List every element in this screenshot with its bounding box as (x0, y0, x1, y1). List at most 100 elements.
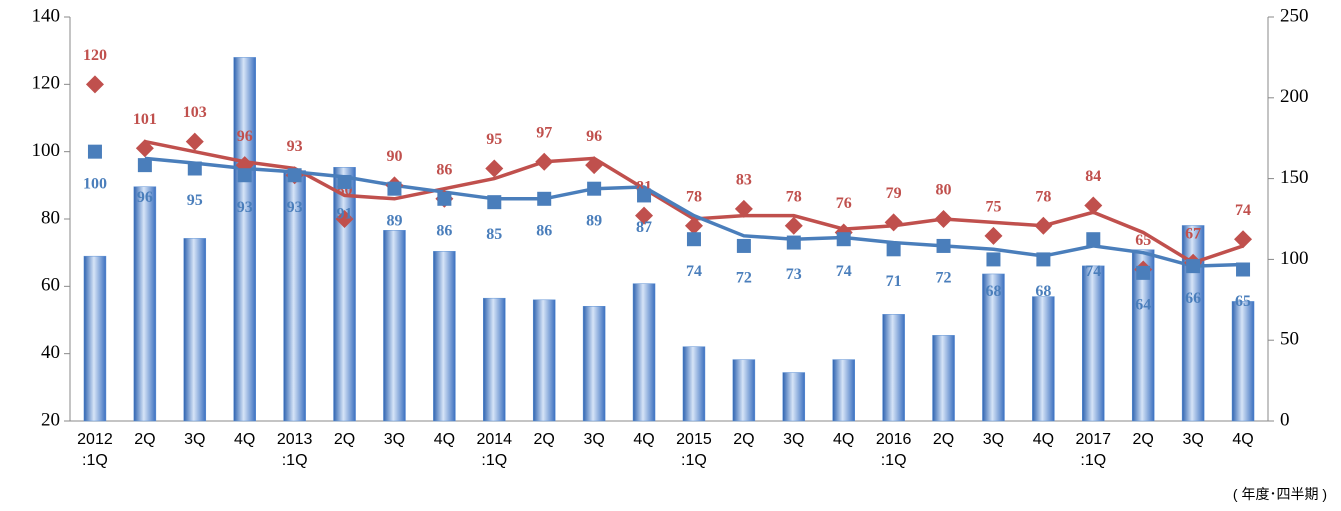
y-tick-label: 100 (32, 140, 61, 161)
x-tick-label: 2Q (333, 431, 356, 448)
x-tick-label: 4Q (633, 431, 655, 448)
value-label: 72 (936, 270, 952, 287)
y-tick-label: 80 (41, 207, 60, 228)
x-tick-label: 3Q (583, 431, 605, 448)
marker (934, 210, 953, 228)
y2-tick-label: 150 (1280, 167, 1309, 188)
x-tick-label: 2012 :1Q (77, 431, 113, 469)
value-label: 74 (836, 263, 852, 280)
line (144, 156, 1244, 268)
bar (982, 273, 1005, 422)
bar (632, 283, 656, 422)
marker (437, 191, 452, 206)
value-label: 120 (83, 47, 107, 64)
marker (736, 238, 751, 253)
bar (1181, 225, 1205, 422)
x-tick-label: 2016 :1Q (875, 431, 912, 469)
value-label: 74 (686, 263, 702, 280)
bar (1131, 249, 1155, 422)
value-label: 93 (287, 138, 303, 155)
x-tick-label: 3Q (1182, 431, 1204, 448)
y2-tick-label: 100 (1280, 248, 1309, 269)
bar (83, 255, 107, 422)
bar (782, 372, 806, 422)
marker (485, 159, 504, 178)
value-label: 91 (337, 206, 353, 223)
value-label: 67 (1185, 225, 1201, 242)
y-tick-label: 20 (41, 409, 60, 430)
marker (1236, 262, 1251, 277)
bar (133, 186, 157, 422)
bar (682, 346, 706, 422)
marker (984, 226, 1003, 245)
x-tick-label: 2017 :1Q (1075, 431, 1112, 469)
value-label: 87 (636, 219, 652, 236)
x-tick-label: 2Q (134, 431, 156, 448)
x-tick-label: 2Q (733, 431, 755, 448)
x-tick-label: 2015 :1Q (676, 431, 712, 469)
value-label: 65 (1135, 232, 1151, 249)
value-label: 90 (386, 148, 402, 165)
value-label: 103 (183, 104, 207, 121)
value-label: 84 (1085, 168, 1101, 185)
marker (585, 156, 604, 175)
y-tick-label: 140 (32, 5, 61, 26)
x-tick-label: 3Q (783, 431, 805, 448)
value-label: 72 (736, 270, 752, 287)
value-label: 97 (536, 124, 552, 141)
x-tick-label: 2Q (932, 431, 955, 448)
x-tick-label: 4Q (833, 431, 855, 448)
value-label: 80 (936, 182, 952, 199)
x-tick-label: 4Q (1232, 431, 1254, 448)
value-label: 78 (1035, 188, 1051, 205)
value-label: 96 (586, 128, 602, 145)
marker (635, 206, 654, 225)
bar (582, 306, 606, 422)
marker (1034, 216, 1053, 235)
value-label: 71 (886, 273, 902, 290)
value-label: 74 (1085, 263, 1101, 280)
value-label: 96 (237, 128, 253, 145)
value-label: 96 (137, 189, 153, 206)
bar (832, 359, 855, 422)
bar (532, 299, 556, 422)
y2-tick-label: 250 (1280, 5, 1309, 26)
marker (185, 132, 204, 151)
marker (1036, 252, 1051, 267)
value-label: 95 (187, 192, 203, 209)
bar (1032, 296, 1055, 422)
value-label: 68 (985, 283, 1001, 300)
bar (233, 57, 256, 422)
marker (335, 210, 354, 228)
marker (1186, 259, 1201, 274)
bar (1082, 265, 1105, 422)
value-label: 83 (736, 172, 752, 189)
y-tick-label: 120 (32, 73, 61, 94)
marker (187, 161, 202, 176)
value-label: 93 (287, 199, 303, 216)
marker (135, 139, 154, 158)
value-label: 85 (486, 226, 502, 243)
marker (387, 181, 402, 196)
value-label: 76 (836, 195, 852, 212)
x-tick-label: 3Q (383, 431, 406, 448)
marker (936, 238, 951, 253)
value-label: 73 (786, 266, 802, 283)
value-label: 89 (386, 212, 402, 229)
marker (684, 216, 703, 235)
marker (1136, 265, 1151, 280)
marker (587, 181, 602, 196)
value-label: 89 (586, 212, 602, 229)
marker (537, 191, 552, 206)
value-label: 100 (83, 175, 107, 192)
value-label: 78 (686, 188, 702, 205)
marker (137, 158, 152, 173)
x-tick-label: 4Q (1032, 431, 1055, 448)
x-tick-label: 3Q (184, 431, 206, 448)
marker (87, 144, 102, 159)
value-label: 86 (436, 222, 452, 239)
y2-tick-label: 50 (1280, 329, 1299, 350)
marker (287, 168, 302, 183)
x-tick-label: 2014 :1Q (476, 431, 513, 469)
